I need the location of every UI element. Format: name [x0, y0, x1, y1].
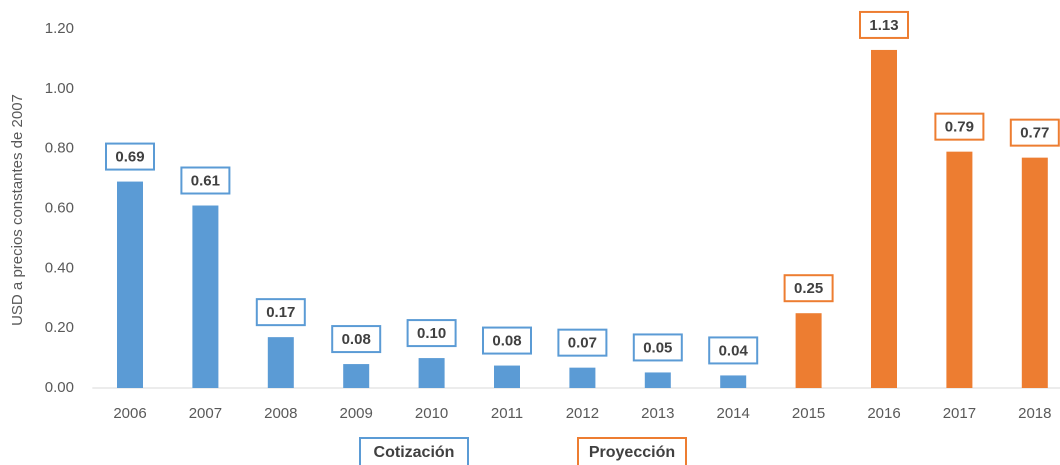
y-tick-label: 0.40 — [45, 259, 74, 276]
x-tick-label: 2014 — [717, 405, 750, 422]
x-tick-label: 2012 — [566, 405, 599, 422]
y-tick-label: 1.20 — [45, 20, 74, 37]
x-tick-label: 2013 — [641, 405, 674, 422]
bar — [494, 365, 520, 388]
value-label-box — [105, 142, 155, 171]
value-label-box — [557, 328, 608, 357]
bar — [644, 372, 671, 388]
bar — [871, 49, 897, 389]
bar — [1021, 157, 1048, 388]
x-tick-label: 2007 — [189, 405, 222, 422]
value-label-box — [482, 326, 532, 355]
bar — [720, 375, 747, 388]
bar — [192, 205, 219, 388]
y-tick-label: 0.00 — [45, 379, 74, 396]
value-label-box — [783, 274, 834, 303]
value-label-box — [632, 333, 683, 362]
bar — [117, 181, 143, 388]
y-tick-label: 1.00 — [45, 80, 74, 97]
value-label: 0.61 — [191, 172, 220, 189]
value-label: 0.77 — [1020, 125, 1049, 142]
x-tick-label: 2006 — [113, 405, 146, 422]
legend-label: Proyección — [589, 444, 675, 461]
x-tick-label: 2011 — [491, 405, 523, 422]
value-label: 0.05 — [643, 339, 672, 356]
value-label-box — [255, 298, 306, 327]
x-tick-label: 2017 — [943, 405, 976, 422]
bar — [418, 358, 445, 388]
x-tick-label: 2010 — [415, 405, 448, 422]
value-label-box — [406, 319, 457, 348]
x-tick-label: 2015 — [792, 405, 825, 422]
x-tick-label: 2009 — [340, 405, 373, 422]
value-label-box — [1009, 118, 1060, 147]
y-axis-label: USD a precios constantes de 2007 — [9, 94, 26, 326]
x-tick-label: 2018 — [1018, 405, 1051, 422]
value-label-box — [708, 336, 759, 365]
legend-box — [577, 437, 687, 465]
value-label-box — [331, 325, 382, 354]
legend-label: Cotización — [374, 444, 455, 461]
x-tick-label: 2008 — [264, 405, 297, 422]
y-tick-label: 0.60 — [45, 199, 74, 216]
value-label: 0.08 — [342, 331, 371, 348]
bar — [343, 364, 370, 388]
bar — [267, 337, 294, 388]
bar — [946, 151, 973, 388]
value-label: 0.07 — [568, 335, 597, 352]
value-label-box — [859, 10, 909, 39]
value-label: 1.13 — [869, 17, 898, 34]
legend-box — [359, 437, 469, 465]
value-label-box — [180, 166, 231, 195]
y-tick-label: 0.80 — [45, 140, 74, 157]
bar — [569, 367, 596, 388]
bar — [795, 313, 822, 388]
x-tick-label: 2016 — [867, 405, 900, 422]
value-label: 0.79 — [945, 119, 974, 136]
value-label: 0.10 — [417, 325, 446, 342]
value-label: 0.17 — [266, 304, 295, 321]
value-label-box — [934, 112, 985, 141]
value-label: 0.08 — [492, 333, 521, 350]
y-tick-label: 0.20 — [45, 319, 74, 336]
value-label: 0.25 — [794, 280, 823, 297]
value-label: 0.04 — [719, 342, 749, 359]
value-label: 0.69 — [115, 149, 144, 166]
